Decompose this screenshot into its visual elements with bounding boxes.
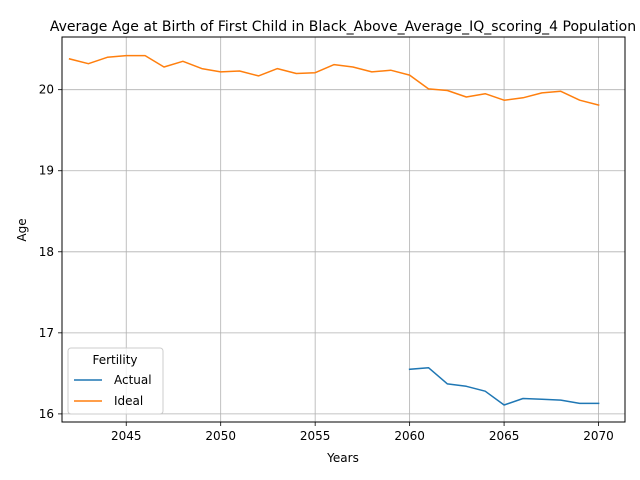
- series-line-actual: [408, 366, 600, 406]
- legend-box: [67, 347, 164, 415]
- y-tick-label: 16: [39, 407, 54, 421]
- y-tick-label: 20: [39, 83, 54, 97]
- x-tick-label: 2050: [205, 429, 236, 443]
- x-tick-label: 2045: [111, 429, 142, 443]
- x-tick-label: 2060: [394, 429, 425, 443]
- x-axis-label: Years: [326, 451, 359, 465]
- x-tick-label: 2055: [300, 429, 331, 443]
- legend-label-actual: Actual: [114, 373, 152, 387]
- y-tick-label: 17: [39, 326, 54, 340]
- x-tick-label: 2070: [583, 429, 614, 443]
- y-tick-label: 18: [39, 245, 54, 259]
- legend-label-ideal: Ideal: [114, 394, 143, 408]
- y-axis-label: Age: [15, 218, 29, 241]
- series-line-ideal: [68, 54, 600, 107]
- legend-title: Fertility: [92, 353, 137, 367]
- plot-area: [61, 36, 626, 423]
- legend: Fertility Actual Ideal: [67, 347, 164, 415]
- x-tick-label: 2065: [489, 429, 520, 443]
- y-tick-label: 19: [39, 164, 54, 178]
- series-lines: [68, 54, 600, 406]
- chart-title: Average Age at Birth of First Child in B…: [50, 19, 636, 35]
- axis-ticks: 2045 2050 2055 2060 2065 2070 16 17 18 19 20: [39, 83, 614, 443]
